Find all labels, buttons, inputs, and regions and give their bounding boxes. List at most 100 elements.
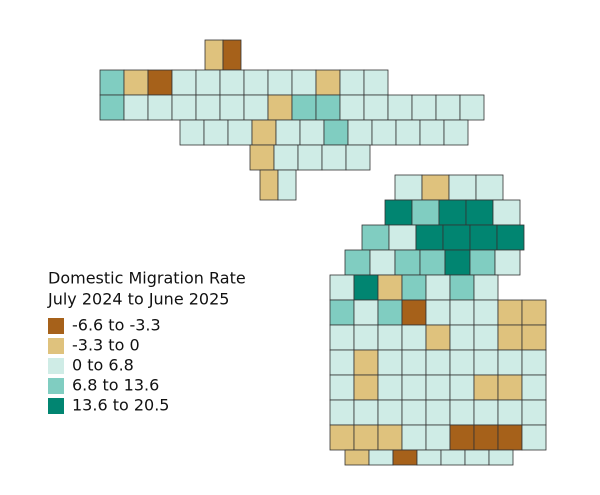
county <box>425 424 451 451</box>
county <box>377 299 403 326</box>
county <box>425 374 451 401</box>
county <box>321 144 347 171</box>
county <box>449 274 475 301</box>
county <box>299 119 325 146</box>
county <box>449 349 475 376</box>
legend: Domestic Migration Rate July 2024 to Jun… <box>47 269 246 415</box>
county <box>497 399 523 426</box>
county <box>473 324 499 351</box>
county <box>425 299 451 326</box>
county <box>419 249 446 276</box>
county <box>275 119 301 146</box>
county <box>329 299 355 326</box>
county <box>416 449 442 466</box>
county <box>449 424 475 451</box>
county <box>442 224 471 251</box>
county <box>521 349 547 376</box>
county <box>388 224 417 251</box>
county <box>329 324 355 351</box>
county <box>344 449 370 466</box>
county <box>353 424 379 451</box>
county <box>419 119 445 146</box>
county <box>475 174 504 201</box>
county <box>371 119 397 146</box>
legend-label: -6.6 to -3.3 <box>72 316 161 335</box>
county <box>227 119 253 146</box>
county <box>361 224 390 251</box>
county <box>401 299 427 326</box>
county <box>353 399 379 426</box>
county <box>401 424 427 451</box>
county <box>459 94 485 121</box>
county <box>345 144 371 171</box>
county <box>440 449 466 466</box>
county-map <box>99 39 547 466</box>
county <box>435 94 461 121</box>
county <box>488 449 514 466</box>
county <box>344 249 371 276</box>
county <box>297 144 323 171</box>
county <box>473 274 499 301</box>
county <box>425 274 451 301</box>
county <box>195 94 221 121</box>
county <box>449 324 475 351</box>
legend-swatch <box>48 338 64 354</box>
county <box>363 69 389 96</box>
county <box>267 94 293 121</box>
legend-swatch <box>48 378 64 394</box>
county <box>473 374 499 401</box>
county <box>219 69 245 96</box>
county <box>521 424 547 451</box>
county <box>377 424 403 451</box>
county <box>368 449 394 466</box>
county <box>171 94 197 121</box>
county <box>363 94 389 121</box>
county <box>521 399 547 426</box>
county <box>204 39 224 71</box>
county <box>401 324 427 351</box>
county <box>323 119 349 146</box>
county <box>291 94 317 121</box>
county <box>448 174 477 201</box>
county <box>329 424 355 451</box>
county <box>353 274 379 301</box>
county <box>497 349 523 376</box>
county <box>425 324 451 351</box>
county <box>521 374 547 401</box>
county <box>249 144 275 171</box>
county <box>203 119 229 146</box>
county <box>147 94 173 121</box>
county <box>464 449 490 466</box>
county <box>496 224 525 251</box>
county <box>339 69 365 96</box>
county <box>329 399 355 426</box>
county <box>394 174 423 201</box>
county <box>147 69 173 96</box>
county <box>329 349 355 376</box>
county <box>369 249 396 276</box>
county <box>415 224 444 251</box>
county <box>219 94 245 121</box>
county <box>195 69 221 96</box>
county <box>425 399 451 426</box>
county <box>521 324 547 351</box>
county <box>449 299 475 326</box>
county <box>395 119 421 146</box>
county <box>315 94 341 121</box>
legend-label: 13.6 to 20.5 <box>72 396 169 415</box>
county <box>179 119 205 146</box>
county <box>465 199 494 226</box>
county <box>469 249 496 276</box>
county <box>401 374 427 401</box>
county <box>401 349 427 376</box>
county <box>497 424 523 451</box>
county <box>492 199 521 226</box>
county <box>99 94 125 121</box>
county <box>377 374 403 401</box>
county <box>259 169 279 201</box>
county <box>497 299 523 326</box>
county <box>494 249 521 276</box>
county <box>469 224 498 251</box>
county <box>353 324 379 351</box>
